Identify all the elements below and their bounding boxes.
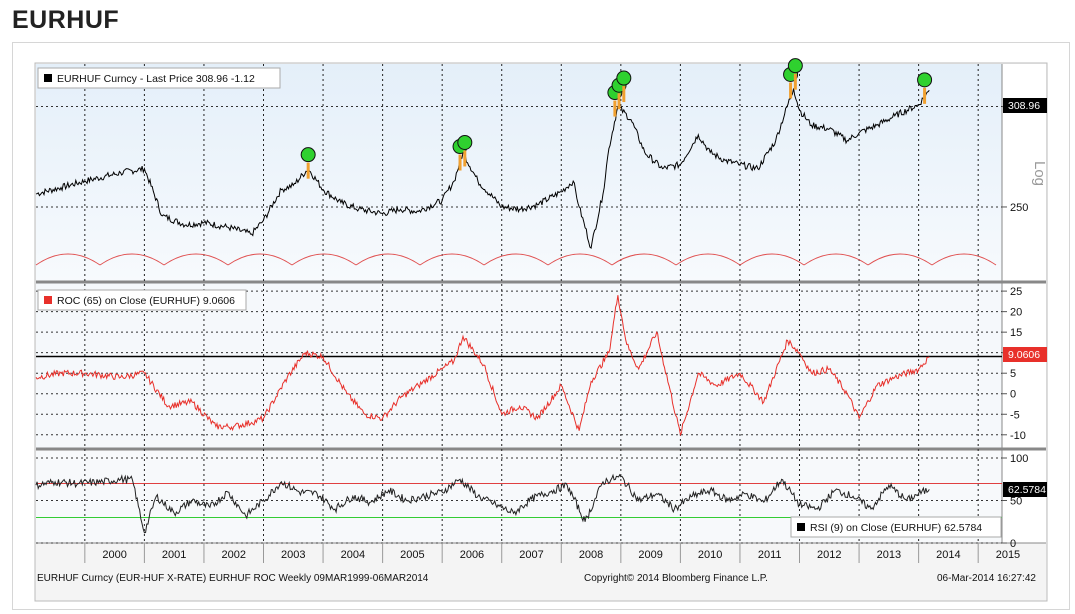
- x-tick-label: 2009: [638, 549, 662, 561]
- x-tick-label: 2004: [341, 549, 365, 561]
- cycle-arc: [483, 253, 549, 266]
- cycle-arc: [867, 253, 933, 266]
- x-tick-label: 2003: [281, 549, 305, 561]
- cycle-arc: [803, 253, 869, 266]
- cycle-arc: [739, 253, 805, 266]
- roc-legend-text: ROC (65) on Close (EURHUF) 9.0606: [57, 295, 235, 307]
- roc-legend: ROC (65) on Close (EURHUF) 9.0606: [37, 289, 247, 311]
- roc-series-line: [35, 295, 930, 437]
- x-tick-label: 2010: [698, 549, 722, 561]
- price-last-value: 308.96: [1008, 100, 1040, 112]
- x-tick-labels: 2000 2001 2002 2003 2004 2005 2006 2007 2008 2009…: [84, 543, 1020, 563]
- y-tick-label: 250: [1010, 202, 1028, 214]
- cycle-arc: [163, 253, 229, 266]
- cycle-arc: [291, 253, 357, 266]
- price-last-tag: 308.96: [1003, 98, 1047, 113]
- x-tick-label: 2011: [758, 549, 782, 561]
- y-tick-label: 100: [1010, 453, 1028, 465]
- rsi-legend-text: RSI (9) on Close (EURHUF) 62.5784: [810, 522, 982, 534]
- y-tick-label: -5: [1010, 409, 1020, 421]
- rsi-series-line: [35, 473, 930, 534]
- cycle-arc: [355, 253, 421, 266]
- event-marker: [457, 134, 473, 150]
- rsi-legend-swatch: [797, 523, 805, 531]
- x-tick-label: 2001: [162, 549, 186, 561]
- cycle-arc: [931, 253, 997, 266]
- cycle-arc: [419, 253, 485, 266]
- x-tick-label: 2000: [102, 549, 126, 561]
- y-tick-label: 0: [1010, 538, 1016, 550]
- price-panel-bg: [36, 64, 1002, 281]
- roc-last-value: 9.0606: [1008, 349, 1040, 361]
- y-tick-label: 25: [1010, 286, 1022, 298]
- x-tick-label: 2006: [460, 549, 484, 561]
- grid-lines: [36, 64, 1002, 544]
- footer-center: Copyright© 2014 Bloomberg Finance L.P.: [584, 573, 768, 584]
- footer-left: EURHUF Curncy (EUR-HUF X-RATE) EURHUF RO…: [37, 573, 429, 584]
- event-marker: [917, 72, 933, 88]
- price-series-line: [35, 88, 930, 250]
- y-tick-label: 5: [1010, 368, 1016, 380]
- rsi-last-value: 62.5784: [1008, 484, 1046, 496]
- y-tick-label: 0: [1010, 389, 1016, 401]
- footer-right: 06-Mar-2014 16:27:42: [937, 573, 1036, 584]
- x-tick-label: 2014: [936, 549, 960, 561]
- cycle-arc: [35, 253, 101, 266]
- cycle-arc: [675, 253, 741, 266]
- cycle-arc: [227, 253, 293, 266]
- cycle-arc: [547, 253, 613, 266]
- price-legend-text: EURHUF Curncy - Last Price 308.96 -1.12: [57, 73, 255, 85]
- page-title: EURHUF: [12, 6, 120, 34]
- rsi-legend: RSI (9) on Close (EURHUF) 62.5784: [790, 516, 1002, 538]
- y-tick-label: -10: [1010, 430, 1026, 442]
- event-marker: [787, 58, 803, 74]
- cycle-arcs: [35, 253, 997, 266]
- x-tick-label: 2007: [519, 549, 543, 561]
- x-tick-label: 2012: [817, 549, 841, 561]
- x-tick-label: 2008: [579, 549, 603, 561]
- y-tick-label: 50: [1010, 496, 1022, 508]
- event-marker: [300, 147, 316, 163]
- series-lines: [35, 88, 930, 534]
- rsi-last-tag: 62.5784: [1003, 482, 1047, 497]
- x-tick-label: 2013: [877, 549, 901, 561]
- price-legend: EURHUF Curncy - Last Price 308.96 -1.12: [37, 67, 281, 89]
- cycle-arc: [611, 253, 677, 266]
- x-tick-label: 2002: [221, 549, 245, 561]
- x-tick-label: 2015: [996, 549, 1020, 561]
- axis-column-bg: [1002, 64, 1046, 543]
- roc-last-tag: 9.0606: [1003, 347, 1047, 362]
- event-markers: [300, 58, 933, 179]
- log-scale-label: Log: [1031, 161, 1048, 186]
- cycle-arc: [99, 253, 165, 266]
- y-tick-label: 20: [1010, 307, 1022, 319]
- y-tick-label: 15: [1010, 327, 1022, 339]
- roc-legend-swatch: [44, 296, 52, 304]
- event-marker: [616, 70, 632, 86]
- x-tick-label: 2005: [400, 549, 424, 561]
- price-legend-swatch: [44, 74, 52, 82]
